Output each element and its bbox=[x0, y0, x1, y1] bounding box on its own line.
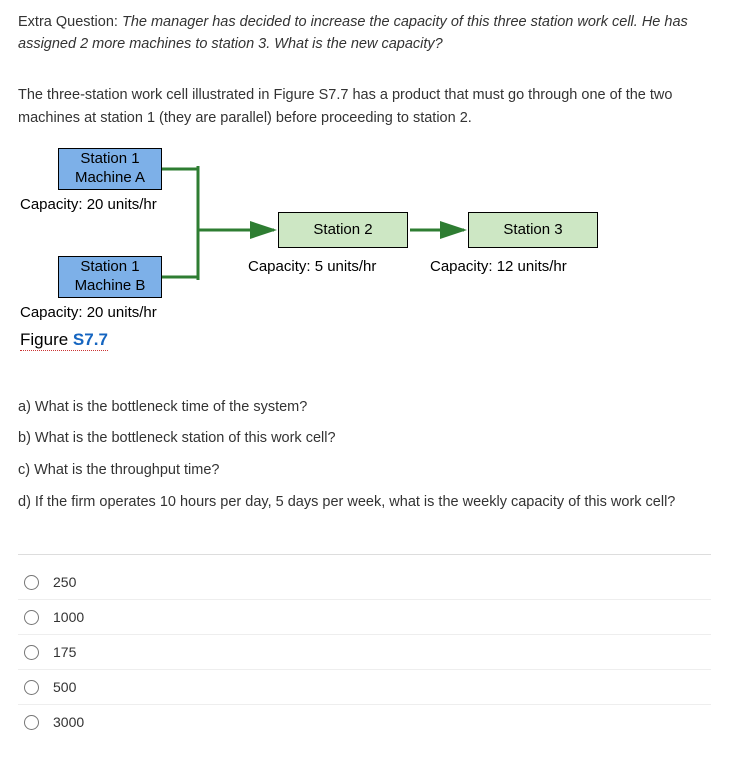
option-label-4: 3000 bbox=[53, 714, 84, 730]
workcell-diagram: Station 1 Machine A Capacity: 20 units/h… bbox=[18, 148, 711, 388]
option-row[interactable]: 175 bbox=[18, 635, 711, 670]
station1a-line1: Station 1 bbox=[80, 150, 139, 169]
option-row[interactable]: 3000 bbox=[18, 705, 711, 739]
station2-box: Station 2 bbox=[278, 212, 408, 248]
question-c: c) What is the throughput time? bbox=[18, 457, 711, 485]
station2-label: Station 2 bbox=[313, 221, 372, 240]
option-radio-4[interactable] bbox=[24, 715, 39, 730]
option-label-1: 1000 bbox=[53, 609, 84, 625]
intro-paragraph: The three-station work cell illustrated … bbox=[18, 84, 711, 130]
question-b: b) What is the bottleneck station of thi… bbox=[18, 425, 711, 453]
option-row[interactable]: 1000 bbox=[18, 600, 711, 635]
station1a-line2: Machine A bbox=[75, 169, 145, 188]
option-radio-1[interactable] bbox=[24, 610, 39, 625]
option-row[interactable]: 250 bbox=[18, 565, 711, 600]
station1b-line1: Station 1 bbox=[80, 258, 139, 277]
option-label-0: 250 bbox=[53, 574, 76, 590]
question-a: a) What is the bottleneck time of the sy… bbox=[18, 394, 711, 422]
option-radio-0[interactable] bbox=[24, 575, 39, 590]
option-row[interactable]: 500 bbox=[18, 670, 711, 705]
station1b-box: Station 1 Machine B bbox=[58, 256, 162, 298]
station1b-line2: Machine B bbox=[75, 277, 146, 296]
station3-box: Station 3 bbox=[468, 212, 598, 248]
figure-word: Figure bbox=[20, 330, 73, 349]
question-list: a) What is the bottleneck time of the sy… bbox=[18, 394, 711, 516]
station2-capacity: Capacity: 5 units/hr bbox=[248, 258, 376, 275]
station3-label: Station 3 bbox=[503, 221, 562, 240]
question-d: d) If the firm operates 10 hours per day… bbox=[18, 489, 711, 517]
station1a-box: Station 1 Machine A bbox=[58, 148, 162, 190]
station1b-capacity: Capacity: 20 units/hr bbox=[20, 304, 157, 321]
options-divider bbox=[18, 554, 711, 555]
station1a-capacity: Capacity: 20 units/hr bbox=[20, 196, 157, 213]
option-radio-2[interactable] bbox=[24, 645, 39, 660]
option-radio-3[interactable] bbox=[24, 680, 39, 695]
option-label-2: 175 bbox=[53, 644, 76, 660]
station3-capacity: Capacity: 12 units/hr bbox=[430, 258, 567, 275]
extra-question-label: Extra Question: bbox=[18, 14, 122, 30]
figure-number: S7.7 bbox=[73, 330, 108, 349]
option-label-3: 500 bbox=[53, 679, 76, 695]
answer-options: 250 1000 175 500 3000 bbox=[18, 565, 711, 739]
figure-caption: Figure S7.7 bbox=[20, 330, 108, 351]
extra-question: Extra Question: The manager has decided … bbox=[18, 12, 711, 56]
